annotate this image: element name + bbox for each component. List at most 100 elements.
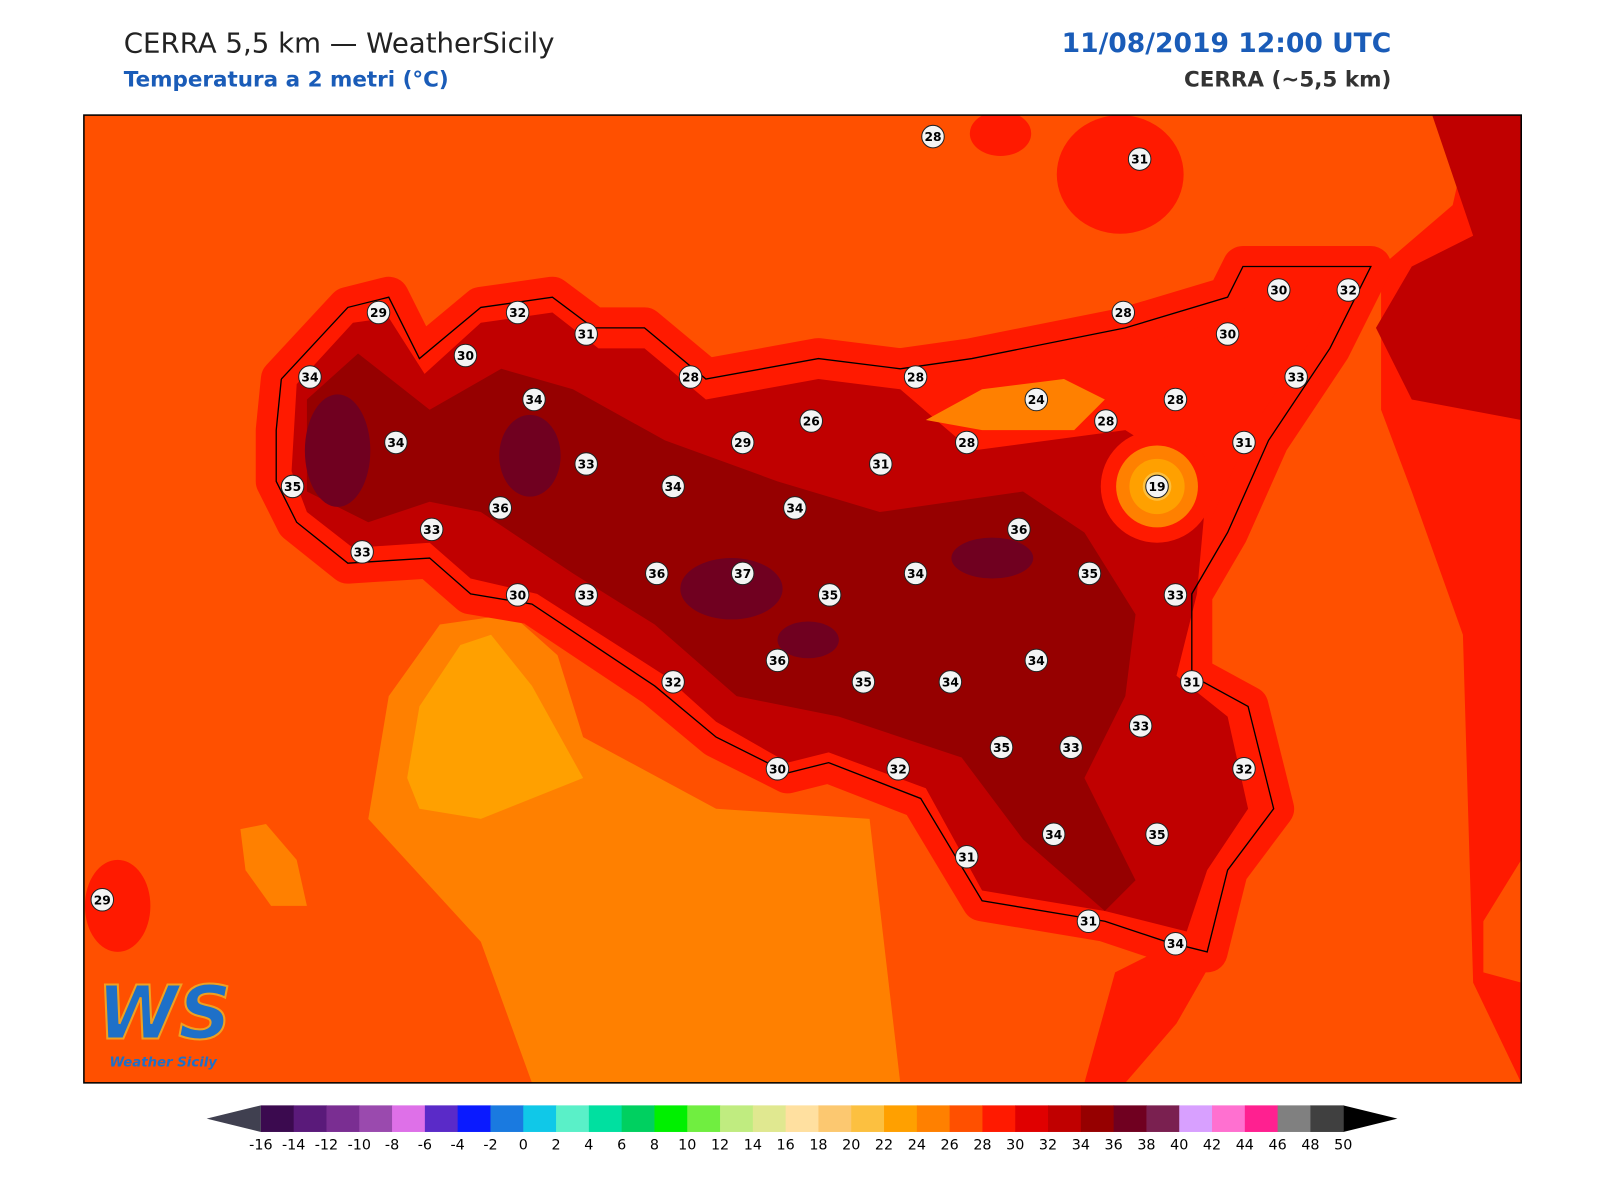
colorbar-tick-label: -12 — [315, 1137, 338, 1153]
station-marker — [661, 474, 685, 499]
station-marker — [1145, 822, 1169, 847]
colorbar-bin — [326, 1105, 360, 1132]
station-marker — [1094, 409, 1118, 433]
station-marker — [1180, 670, 1204, 694]
colorbar-bin — [851, 1105, 885, 1132]
colorbar-bin — [457, 1105, 491, 1132]
colorbar-bin — [752, 1105, 787, 1132]
station-marker — [1145, 474, 1169, 499]
station-marker — [366, 300, 391, 325]
colorbar-tick-label: 10 — [678, 1137, 696, 1153]
colorbar-tick-label: -10 — [348, 1137, 371, 1153]
colorbar-tick-label: 20 — [842, 1137, 860, 1153]
colorbar-tick-label: -16 — [249, 1137, 272, 1153]
colorbar-bin — [621, 1105, 655, 1132]
station-marker — [954, 845, 979, 869]
station-value: 34 — [907, 567, 924, 581]
date: 11/08/2019 12:00 UTC — [1062, 28, 1392, 59]
hotspot — [951, 537, 1034, 579]
station-marker — [298, 365, 322, 389]
station-marker — [505, 300, 530, 325]
station-value: 34 — [1167, 937, 1184, 951]
station-marker — [886, 757, 910, 781]
station-marker — [783, 496, 807, 520]
station-value: 34 — [665, 480, 682, 494]
station-value: 37 — [734, 567, 751, 581]
station-marker — [869, 452, 893, 476]
station-marker — [574, 452, 598, 476]
colorbar-bin — [818, 1105, 852, 1132]
map-frame — [83, 114, 1522, 1084]
colorbar-tick-label: 24 — [908, 1137, 926, 1153]
colorbar-over — [1343, 1105, 1398, 1132]
station-marker — [1024, 387, 1049, 412]
station-marker — [350, 540, 374, 564]
colorbar-bin — [916, 1105, 951, 1132]
colorbar: -16 -14 -12 -10 -8 -6 -4 -2 0 2 4 6 8 10 12 14 16 18 20 22 2… — [206, 1105, 1398, 1153]
colorbar-tick-label: -6 — [418, 1137, 432, 1153]
station-value: 28 — [907, 371, 924, 385]
station-marker — [938, 670, 963, 694]
colorbar-tick-label: 6 — [617, 1137, 626, 1153]
station-marker — [730, 561, 755, 586]
station-value: 32 — [665, 675, 682, 689]
colorbar-tick-label: 8 — [650, 1137, 659, 1153]
colorbar-tick-label: -2 — [483, 1137, 497, 1153]
station-marker — [280, 474, 305, 499]
station-marker — [1041, 822, 1066, 847]
station-marker — [1163, 387, 1188, 412]
station-marker — [1127, 147, 1152, 171]
colorbar-bin — [523, 1105, 557, 1132]
warm-zone — [240, 824, 307, 906]
station-value: 30 — [769, 762, 786, 776]
station-value: 28 — [924, 130, 941, 144]
station-value: 24 — [1028, 393, 1045, 407]
island-halo — [84, 859, 151, 952]
colorbar-bin — [1244, 1105, 1279, 1132]
station-value: 26 — [803, 414, 820, 428]
station-value: 35 — [993, 741, 1010, 755]
station-value: 35 — [1081, 567, 1098, 581]
station-marker — [1024, 648, 1049, 673]
colorbar-tick-label: 42 — [1203, 1137, 1221, 1153]
station-marker — [765, 648, 790, 673]
colorbar-tick-label: 4 — [584, 1137, 593, 1153]
station-marker — [921, 124, 945, 149]
station-marker — [505, 583, 530, 607]
title: CERRA 5,5 km — WeatherSicily — [124, 27, 555, 60]
colorbar-tick-label: 44 — [1236, 1137, 1254, 1153]
station-value: 30 — [1219, 328, 1236, 342]
colorbar-bin — [1146, 1105, 1180, 1132]
station-value: 31 — [1131, 153, 1148, 167]
colorbar-bin — [654, 1105, 688, 1132]
station-marker — [1128, 714, 1153, 738]
station-value: 34 — [786, 501, 803, 515]
station-value: 36 — [492, 501, 509, 515]
station-marker — [419, 517, 444, 542]
station-marker — [903, 561, 928, 586]
station-value: 28 — [682, 371, 699, 385]
station-marker — [989, 735, 1014, 760]
station-marker — [1232, 430, 1256, 455]
station-marker — [488, 496, 513, 520]
station-marker — [1215, 322, 1240, 346]
station-marker — [1007, 517, 1031, 542]
island-halo — [1056, 115, 1184, 234]
station-marker — [1076, 909, 1101, 933]
station-value: 30 — [509, 588, 526, 602]
colorbar-bin — [556, 1105, 590, 1132]
station-marker — [645, 561, 669, 586]
station-value: 35 — [1148, 828, 1165, 842]
colorbar-bin — [949, 1105, 983, 1132]
colorbar-bin — [785, 1105, 819, 1132]
station-value: 31 — [1080, 915, 1097, 929]
colorbar-bin — [1113, 1105, 1147, 1132]
station-value: 28 — [1115, 306, 1132, 320]
station-marker — [1284, 365, 1308, 389]
colorbar-tick-label: 2 — [552, 1137, 561, 1153]
station-value: 29 — [94, 893, 111, 907]
station-marker — [1111, 300, 1136, 325]
colorbar-bin — [1212, 1105, 1246, 1132]
station-marker — [765, 757, 790, 781]
